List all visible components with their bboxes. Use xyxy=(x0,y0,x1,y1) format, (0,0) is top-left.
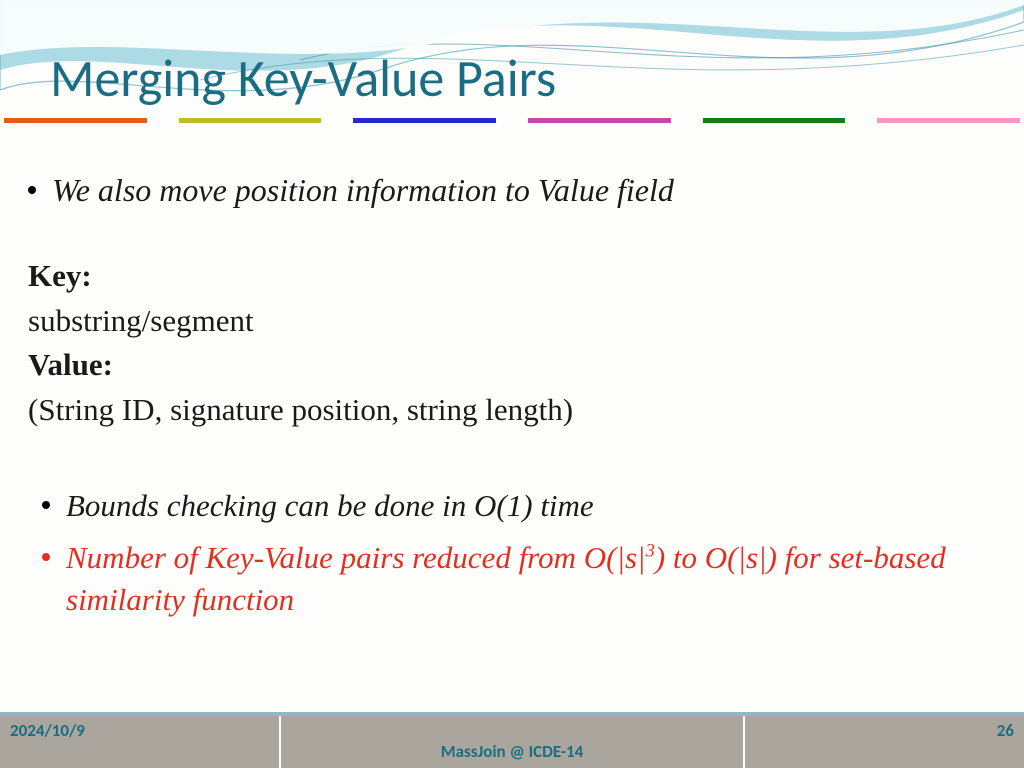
bullet-text: We also move position information to Val… xyxy=(52,170,674,212)
footer-page-cell: 26 xyxy=(745,716,1024,768)
bullet-text: Bounds checking can be done in O(1) time xyxy=(66,485,594,527)
value-label: Value: xyxy=(28,347,113,382)
key-text: substring/segment xyxy=(28,299,988,344)
slide-content: We also move position information to Val… xyxy=(28,170,988,631)
red-sup: 3 xyxy=(646,541,655,562)
color-segment xyxy=(877,118,1020,123)
color-segment xyxy=(703,118,846,123)
slide-title: Merging Key-Value Pairs xyxy=(50,46,556,110)
bullet-icon xyxy=(28,186,36,194)
color-bar xyxy=(4,118,1020,123)
color-segment xyxy=(4,118,147,123)
footer: 2024/10/9 MassJoin @ ICDE-14 26 xyxy=(0,716,1024,768)
key-value-block: Key: substring/segment Value: (String ID… xyxy=(28,254,988,434)
lower-bullets: Bounds checking can be done in O(1) time… xyxy=(42,485,988,621)
footer-page: 26 xyxy=(997,720,1014,741)
footer-date-cell: 2024/10/9 xyxy=(0,716,281,768)
footer-center-cell: MassJoin @ ICDE-14 xyxy=(281,716,744,768)
bullet-icon xyxy=(42,501,50,509)
footer-date: 2024/10/9 xyxy=(10,720,85,741)
value-text: (String ID, signature position, string l… xyxy=(28,388,988,433)
bullet-bounds: Bounds checking can be done in O(1) time xyxy=(42,485,988,527)
key-label: Key: xyxy=(28,258,92,293)
bullet-top: We also move position information to Val… xyxy=(28,170,988,212)
footer-center: MassJoin @ ICDE-14 xyxy=(441,741,583,762)
color-segment xyxy=(353,118,496,123)
red-prefix: Number of Key-Value pairs reduced from O… xyxy=(66,540,646,575)
color-segment xyxy=(528,118,671,123)
bullet-icon xyxy=(42,553,50,561)
color-segment xyxy=(179,118,322,123)
bullet-text: Number of Key-Value pairs reduced from O… xyxy=(66,537,988,621)
bullet-reduction: Number of Key-Value pairs reduced from O… xyxy=(42,537,988,621)
